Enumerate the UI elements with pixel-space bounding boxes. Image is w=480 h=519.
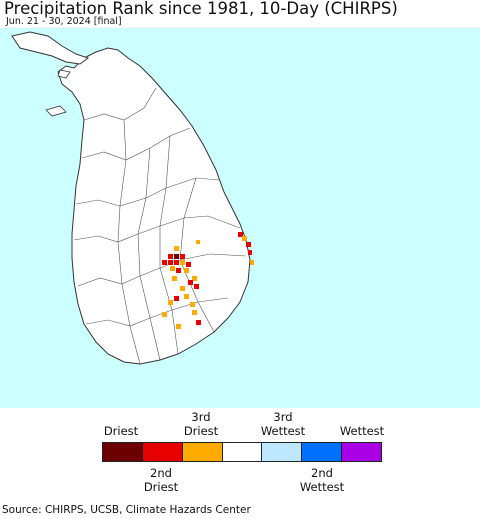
mannar-island (45, 105, 67, 117)
island-kayts (57, 69, 71, 79)
map-subtitle: Jun. 21 - 30, 2024 [final] (6, 16, 122, 27)
legend-swatch-2nd-wettest (302, 443, 343, 461)
jaffna-peninsula (11, 31, 90, 65)
source-credit: Source: CHIRPS, UCSB, Climate Hazards Ce… (2, 504, 251, 516)
legend-label-3rd-wettest: 3rd Wettest (260, 410, 306, 438)
legend-swatch-2nd-driest (142, 443, 183, 461)
map-panel (0, 28, 480, 408)
rank-legend: Driest 3rd Driest 3rd Wettest Wettest 2nd D… (0, 408, 480, 503)
legend-label-driest: Driest (103, 424, 139, 438)
legend-swatch-3rd-wettest (262, 443, 303, 461)
island-landmass (57, 47, 251, 365)
sri-lanka-map (11, 31, 254, 365)
legend-swatch-wettest (342, 443, 382, 461)
legend-swatch-3rd-driest (182, 443, 223, 461)
rank-cells (162, 232, 254, 329)
legend-swatch-driest (103, 443, 143, 461)
district-boundaries (73, 87, 247, 365)
legend-label-wettest: Wettest (339, 424, 385, 438)
legend-label-2nd-wettest: 2nd Wettest (299, 466, 345, 494)
legend-color-bar (102, 442, 382, 462)
legend-label-3rd-driest: 3rd Driest (183, 410, 219, 438)
map-title: Precipitation Rank since 1981, 10-Day (C… (4, 0, 398, 18)
legend-swatch-normal (222, 443, 263, 461)
legend-label-2nd-driest: 2nd Driest (143, 466, 179, 494)
